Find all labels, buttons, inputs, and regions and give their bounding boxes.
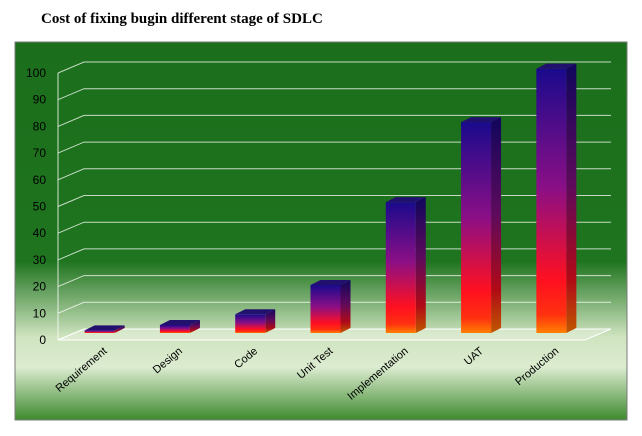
y-tick-label: 0	[39, 333, 46, 347]
y-tick-label: 20	[33, 280, 47, 294]
gridline	[57, 168, 611, 181]
gridline	[57, 221, 611, 234]
bar-side	[415, 197, 426, 333]
bar-front	[159, 324, 190, 333]
y-tick-label: 100	[26, 66, 46, 80]
bar-front	[235, 314, 266, 333]
bar	[84, 325, 125, 333]
y-tick-label: 10	[33, 306, 47, 320]
bar-side	[265, 309, 276, 333]
bar-top	[159, 319, 200, 325]
gridline	[57, 301, 611, 314]
bar-top	[536, 63, 577, 69]
bar-side	[566, 63, 577, 334]
gridlines	[57, 61, 612, 341]
y-tick-label: 70	[33, 146, 47, 160]
bar-front	[536, 68, 567, 334]
gridline	[57, 195, 611, 207]
gridline	[57, 88, 611, 101]
bar	[235, 309, 276, 333]
bar	[310, 279, 351, 333]
bar	[159, 319, 200, 333]
gridline	[57, 248, 611, 261]
bar-front	[461, 122, 492, 333]
bar-side	[491, 117, 502, 333]
y-tick-label: 60	[33, 173, 47, 187]
bar-side	[340, 279, 351, 333]
y-tick-label: 50	[33, 200, 47, 214]
bar	[536, 63, 577, 334]
y-tick-label: 80	[33, 119, 47, 133]
bar-side	[189, 319, 200, 333]
bar-front	[385, 202, 416, 333]
gridline	[57, 275, 611, 288]
y-tick-label: 30	[33, 253, 47, 267]
bar-top	[84, 325, 125, 331]
bar-top	[310, 279, 351, 285]
gridline	[57, 61, 611, 74]
gridline	[57, 114, 611, 127]
bar-top	[461, 117, 502, 123]
bar-front	[84, 330, 115, 333]
bar-top	[235, 309, 276, 315]
bar-side	[114, 325, 125, 333]
bar-top	[385, 197, 426, 203]
chart-title: Cost of fixing bugin different stage of …	[41, 11, 323, 27]
bars	[84, 63, 577, 334]
bar	[385, 197, 426, 333]
bar-front	[310, 284, 341, 333]
y-tick-label: 40	[33, 226, 47, 240]
chart-background	[14, 41, 628, 421]
y-axis-ticks: 0 10 20 30 40 50 60 70 80 90 100	[26, 66, 46, 347]
gridline	[57, 141, 611, 154]
y-tick-label: 90	[33, 93, 47, 107]
bar	[461, 117, 502, 333]
